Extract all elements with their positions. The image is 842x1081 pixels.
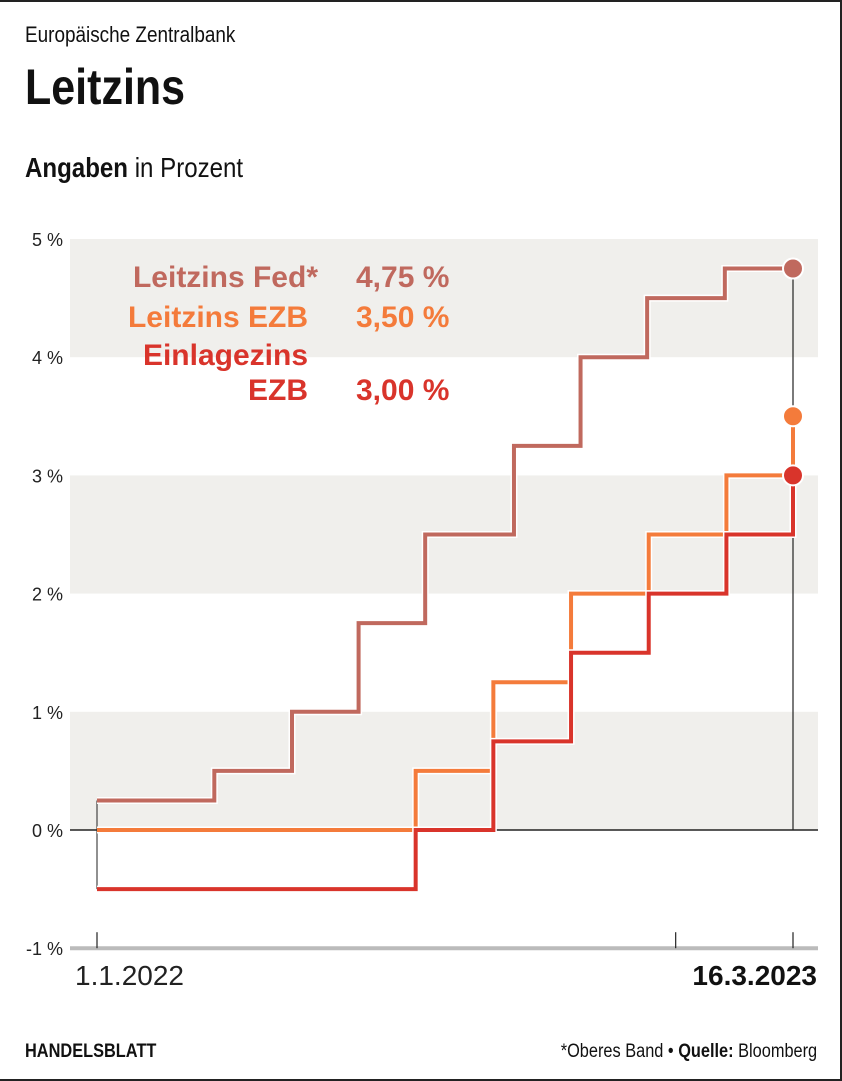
legend-label-fed: Leitzins Fed* [133,261,318,294]
page-title: Leitzins [25,58,211,116]
y-tick-label: -1 % [26,939,63,959]
y-tick-label: 0 % [32,821,63,841]
legend-value-ezb: 3,50 % [356,301,449,334]
subtitle: Angaben in Prozent [25,152,279,184]
legend-label-einlage-2: EZB [248,374,308,407]
brand-text: HANDELSBLATT [25,1041,157,1062]
source-label: Quelle: [678,1041,734,1062]
series-end-dot-2 [782,464,804,487]
series-end-dot-1 [782,405,804,428]
series-line-2 [97,475,795,892]
subtitle-rest: in Prozent [134,152,244,183]
y-tick-label: 5 % [32,230,63,250]
y-tick-label: 3 % [32,466,63,486]
series-line-0 [97,266,793,803]
legend-value-einlage: 3,00 % [356,374,449,407]
legend-label-ezb: Leitzins EZB [128,301,308,334]
y-tick-label: 1 % [32,703,63,723]
y-tick-label: 4 % [32,348,63,368]
step-chart: 5 % 4 % 3 % 2 % 1 % 0 % -1 % 1.1.2022 16.3.2023 L… [26,230,818,991]
x-tick-label-start: 1.1.2022 [75,960,184,991]
title-text: Leitzins [25,59,186,115]
brand-logo: HANDELSBLATT [25,1041,178,1063]
supertitle-text: Europäische Zentralbank [25,22,236,47]
x-tick-label-end: 16.3.2023 [692,960,817,991]
source-note: *Oberes Band • Quelle: Bloomberg [519,1041,817,1063]
footnote: *Oberes Band [560,1041,664,1062]
series-end-dot-0 [782,257,804,280]
supertitle: Europäische Zentralbank [25,22,270,48]
bullet: • [667,1041,674,1062]
source-value: Bloomberg [737,1041,817,1062]
legend-label-einlage-1: Einlagezins [143,339,308,372]
subtitle-bold: Angaben [25,152,129,183]
legend-value-fed: 4,75 % [356,261,449,294]
y-tick-label: 2 % [32,585,63,605]
series-line-1 [97,416,795,832]
